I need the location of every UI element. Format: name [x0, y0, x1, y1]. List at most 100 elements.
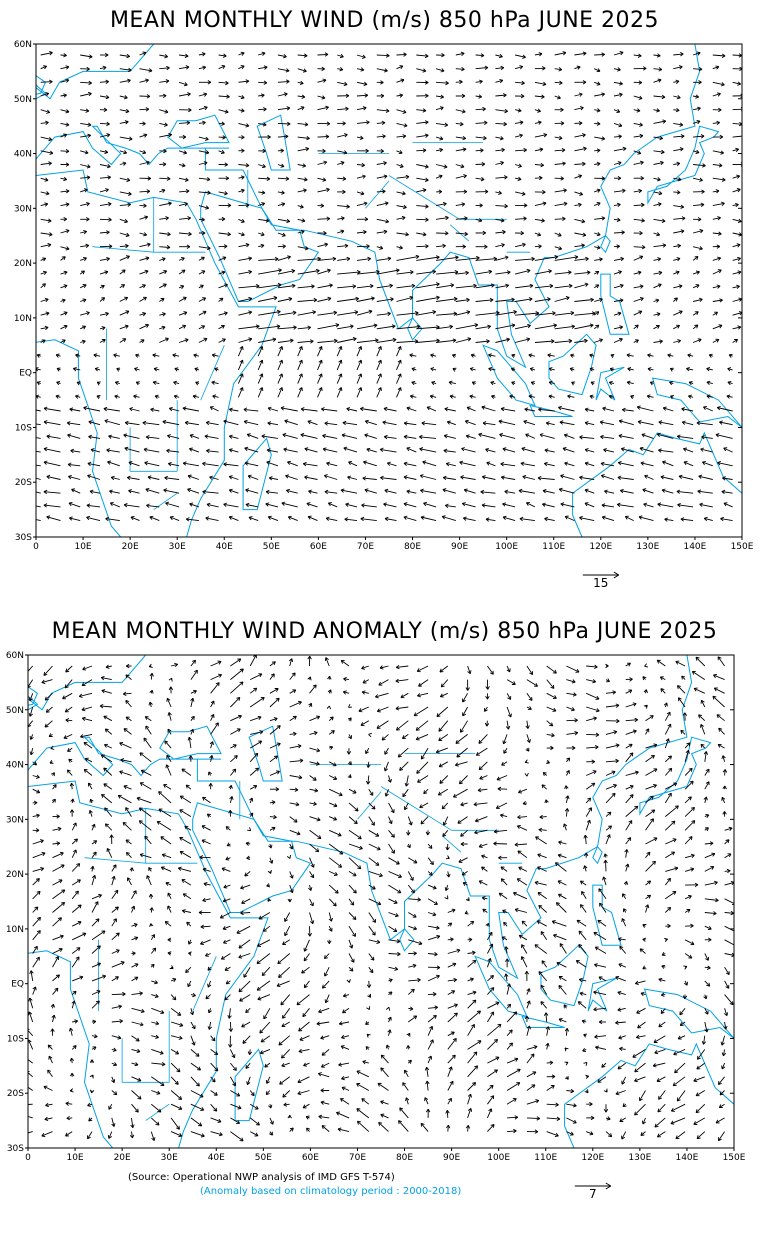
wind-vector — [699, 503, 713, 508]
wind-vector — [455, 148, 467, 152]
wind-vector-head — [51, 798, 56, 803]
wind-vector-head — [148, 867, 153, 872]
wind-vector — [680, 518, 694, 522]
wind-vector — [449, 395, 456, 398]
wind-vector — [263, 925, 271, 932]
wind-vector — [131, 1021, 144, 1026]
wind-vector — [281, 1049, 291, 1059]
wind-vector-head — [485, 517, 490, 522]
wind-vector — [514, 843, 527, 846]
wind-vector-head — [683, 965, 688, 970]
wind-vector — [633, 246, 646, 248]
wind-vector — [218, 109, 229, 113]
wind-vector-head — [65, 65, 70, 70]
wind-vector — [613, 270, 622, 275]
wind-vector-head — [556, 961, 561, 966]
wind-vector — [554, 136, 563, 139]
wind-vector-head — [36, 353, 41, 358]
wind-vector-head — [318, 346, 323, 350]
wind-vector-head — [67, 748, 72, 752]
wind-vector-head — [76, 947, 81, 952]
wind-vector-head — [500, 461, 505, 467]
coastline-path — [643, 988, 734, 1039]
wind-vector-head — [48, 79, 53, 84]
wind-vector — [269, 717, 278, 722]
wind-vector — [256, 953, 271, 964]
wind-vector-head — [450, 283, 455, 288]
lon-label: 10E — [74, 542, 91, 552]
wind-vector-head — [603, 448, 607, 453]
wind-vector-head — [158, 808, 163, 813]
wind-vector — [566, 1090, 574, 1092]
wind-vector-head — [649, 795, 654, 800]
wind-vector-head — [552, 669, 557, 674]
wind-vector-head — [641, 245, 646, 250]
wind-vector-head — [85, 243, 90, 248]
wind-vector-head — [656, 53, 661, 58]
wind-vector-head — [381, 120, 386, 126]
wind-vector — [168, 463, 180, 467]
wind-vector-head — [721, 177, 726, 182]
wind-vector — [427, 912, 437, 916]
wind-vector-head — [77, 920, 82, 925]
coastline-path — [256, 114, 291, 171]
wind-vector — [535, 836, 547, 845]
wind-vector-head — [236, 1092, 241, 1097]
wind-vector — [284, 912, 291, 922]
wind-vector-head — [284, 932, 289, 937]
wind-vector-head — [425, 217, 429, 222]
wind-vector-head — [307, 420, 312, 425]
wind-vector — [645, 795, 654, 804]
wind-vector-head — [664, 517, 668, 522]
wind-vector — [554, 312, 574, 316]
wind-vector-head — [538, 971, 543, 976]
wind-vector-head — [365, 750, 369, 754]
wind-vector — [91, 840, 97, 845]
wind-vector — [71, 956, 80, 968]
wind-vector — [436, 284, 454, 289]
wind-vector — [526, 1025, 530, 1036]
wind-vector-head — [505, 725, 511, 730]
wind-vector — [619, 420, 634, 426]
wind-vector-head — [265, 1091, 270, 1096]
wind-vector — [119, 79, 131, 83]
wind-vector-head — [364, 93, 369, 98]
wind-vector-head — [28, 1011, 33, 1016]
wind-vector-head — [284, 134, 289, 139]
wind-vector — [297, 326, 311, 330]
wind-vector-head — [339, 53, 344, 59]
wind-vector-head — [65, 162, 70, 167]
wind-vector-head — [326, 187, 330, 193]
wind-vector-head — [737, 218, 742, 224]
wind-vector-head — [460, 164, 465, 169]
wind-vector — [269, 661, 276, 667]
wind-vector — [487, 932, 493, 941]
wind-vector-head — [70, 798, 75, 803]
wind-vector — [329, 816, 337, 821]
wind-vector — [40, 271, 47, 275]
wind-vector — [673, 66, 683, 70]
wind-vector-head — [369, 283, 374, 289]
wind-vector-head — [697, 106, 701, 111]
wind-vector-head — [28, 997, 33, 1002]
wind-vector-head — [182, 893, 187, 898]
wind-vector-head — [396, 951, 401, 957]
wind-vector-head — [134, 976, 139, 981]
wind-vector — [328, 884, 339, 894]
wind-vector — [376, 175, 388, 179]
wind-vector — [526, 720, 529, 729]
lon-label: 60E — [310, 542, 327, 552]
wind-vector-head — [661, 218, 666, 223]
wind-vector-head — [87, 133, 91, 138]
wind-vector-head — [661, 488, 666, 493]
coastline-path — [28, 686, 39, 706]
wind-vector-head — [662, 243, 667, 248]
wind-vector — [303, 463, 318, 467]
wind-vector-head — [82, 325, 86, 330]
wind-vector-head — [498, 419, 503, 424]
wind-vector — [60, 256, 66, 261]
wind-vector-head — [316, 817, 321, 822]
wind-vector-head — [259, 730, 264, 735]
wind-vector-head — [481, 854, 485, 859]
wind-vector — [80, 54, 93, 58]
